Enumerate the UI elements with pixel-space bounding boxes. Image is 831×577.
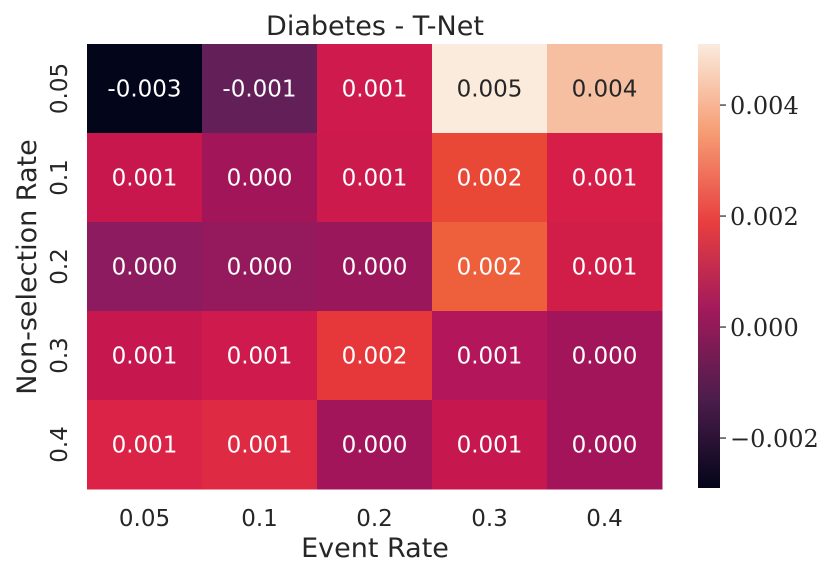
heatmap-cell-r4-c4 [547,400,663,490]
heatmap-cell-r0-c1 [202,44,318,134]
cell-label-r0-c0: -0.003 [107,77,181,103]
heatmap-cell-r1-c1 [202,133,318,223]
cell-label-r2-c2: 0.000 [342,255,408,281]
heatmap-cell-r3-c3 [432,311,548,401]
y-tick-label: 0.05 [47,63,73,114]
x-axis-label: Event Rate [301,533,449,564]
cell-label-r1-c1: 0.000 [227,166,293,192]
heatmap-cell-r0-c4 [547,44,663,134]
cell-label-r3-c0: 0.001 [112,344,178,370]
y-tick-label: 0.3 [47,337,73,374]
cell-label-r0-c4: 0.004 [572,77,638,103]
heatmap-cell-r2-c0 [87,222,203,312]
colorbar-tick-label: 0.000 [730,314,799,342]
heatmap-cell-r3-c2 [317,311,433,401]
cell-label-r0-c2: 0.001 [342,77,408,103]
heatmap-cell-r0-c0 [87,44,203,134]
x-tick-labels: 0.05 0.1 0.2 0.3 0.4 [119,506,623,532]
cell-label-r1-c0: 0.001 [112,166,178,192]
y-tick-label: 0.2 [47,248,73,285]
heatmap-cell-r4-c0 [87,400,203,490]
heatmap-cell-r1-c4 [547,133,663,223]
cell-label-r2-c3: 0.002 [457,255,523,281]
heatmap-cell-r0-c2 [317,44,433,134]
cell-label-r1-c2: 0.001 [342,166,408,192]
x-tick-label: 0.4 [586,506,623,532]
heatmap-cell-r4-c2 [317,400,433,490]
y-tick-label: 0.4 [47,426,73,463]
cell-label-r4-c1: 0.001 [227,433,293,459]
cell-label-r1-c4: 0.001 [572,166,638,192]
heatmap-cell-r4-c1 [202,400,318,490]
heatmap-cell-r2-c3 [432,222,548,312]
x-tick-label: 0.1 [241,506,278,532]
heatmap-cells: -0.003 -0.001 0.001 0.005 0.004 0.001 0.000 0.0… [87,44,663,490]
colorbar-tick-label: −0.002 [730,425,819,453]
colorbar-tick-label: 0.002 [730,203,799,231]
heatmap-cell-r2-c1 [202,222,318,312]
heatmap-cell-r3-c1 [202,311,318,401]
cell-label-r2-c4: 0.001 [572,255,638,281]
cell-label-r1-c3: 0.002 [457,166,523,192]
cell-label-r4-c3: 0.001 [457,433,523,459]
heatmap-cell-r3-c0 [87,311,203,401]
cell-label-r0-c3: 0.005 [457,77,523,103]
colorbar-ticks: −0.002 0.000 0.002 0.004 [720,92,819,453]
heatmap-cell-r1-c0 [87,133,203,223]
heatmap-cell-r2-c4 [547,222,663,312]
cell-label-r0-c1: -0.001 [222,77,296,103]
colorbar-tick-label: 0.004 [730,92,799,120]
cell-label-r3-c2: 0.002 [342,344,408,370]
heatmap-cell-r2-c2 [317,222,433,312]
heatmap-cell-r0-c3 [432,44,548,134]
x-tick-label: 0.05 [119,506,170,532]
y-axis-label: Non-selection Rate [12,139,43,394]
cell-label-r3-c4: 0.000 [572,344,638,370]
heatmap-cell-r4-c3 [432,400,548,490]
cell-label-r2-c0: 0.000 [112,255,178,281]
x-tick-label: 0.3 [471,506,508,532]
cell-label-r3-c3: 0.001 [457,344,523,370]
cell-label-r4-c4: 0.000 [572,433,638,459]
chart-title: Diabetes - T-Net [266,11,484,42]
heatmap-cell-r1-c3 [432,133,548,223]
heatmap-cell-r1-c2 [317,133,433,223]
y-tick-label: 0.1 [47,159,73,196]
cell-label-r2-c1: 0.000 [227,255,293,281]
heatmap-cell-r3-c4 [547,311,663,401]
y-tick-labels: 0.05 0.1 0.2 0.3 0.4 [47,63,73,463]
x-tick-label: 0.2 [356,506,393,532]
cell-label-r3-c1: 0.001 [227,344,293,370]
cell-label-r4-c2: 0.000 [342,433,408,459]
colorbar [698,44,720,488]
cell-label-r4-c0: 0.001 [112,433,178,459]
